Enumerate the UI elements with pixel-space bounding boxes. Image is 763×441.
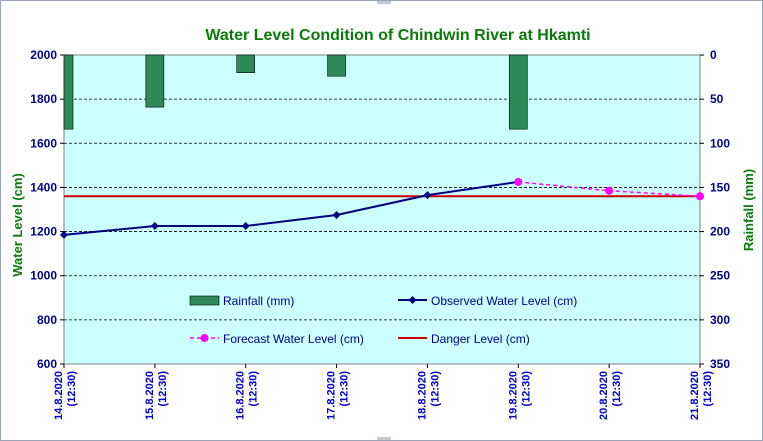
gridlines xyxy=(64,98,700,321)
y-axis-title: Water Level (cm) xyxy=(10,173,25,277)
bottom-resize-handle[interactable] xyxy=(377,437,391,440)
y2-tick-label: 250 xyxy=(710,269,730,283)
right-axis-ticks: 0 50 100 150 200 250 300 350 xyxy=(700,48,730,371)
y2-axis-title: Rainfall (mm) xyxy=(741,169,756,251)
rainfall-bar xyxy=(327,54,346,77)
plot-area xyxy=(63,54,701,365)
y-tick-label: 1400 xyxy=(30,180,57,194)
y2-tick-label: 100 xyxy=(710,136,730,150)
x-tick-date: 20.8.2020 xyxy=(598,371,610,420)
observed-point xyxy=(332,211,341,220)
x-tick-time: (12:30) xyxy=(339,371,351,407)
legend-danger-label: Danger Level (cm) xyxy=(431,332,530,346)
x-tick-label: 17.8.2020 (12:30) xyxy=(326,371,351,420)
rainfall-bars xyxy=(63,54,528,130)
x-tick-time: (12:30) xyxy=(520,371,532,407)
x-tick-date: 21.8.2020 xyxy=(689,371,701,420)
x-tick-time: (12:30) xyxy=(702,371,714,407)
x-tick-date: 17.8.2020 xyxy=(326,371,338,420)
x-tick-label: 18.8.2020 (12:30) xyxy=(416,371,441,420)
chart-title: Water Level Condition of Chindwin River … xyxy=(205,27,590,44)
y-tick-label: 1000 xyxy=(30,269,57,283)
x-tick-date: 14.8.2020 xyxy=(53,371,65,420)
x-tick-time: (12:30) xyxy=(611,371,623,407)
x-tick-label: 21.8.2020 (12:30) xyxy=(689,371,714,420)
y2-tick-label: 200 xyxy=(710,225,730,239)
y2-tick-label: 150 xyxy=(710,180,730,194)
rainfall-bar xyxy=(508,54,528,130)
y-tick-label: 1600 xyxy=(30,136,57,150)
legend-observed-marker xyxy=(408,296,417,304)
observed-line xyxy=(63,180,519,236)
x-tick-label: 20.8.2020 (12:30) xyxy=(598,371,623,420)
x-tick-time: (12:30) xyxy=(248,371,260,407)
left-axis-ticks: 600 800 1000 1200 1400 1600 1800 2000 xyxy=(30,48,64,371)
y-tick-label: 800 xyxy=(37,313,57,327)
legend-forecast-label: Forecast Water Level (cm) xyxy=(223,332,364,346)
x-tick-label: 16.8.2020 (12:30) xyxy=(235,371,260,420)
y-tick-label: 2000 xyxy=(30,48,57,62)
legend-observed-label: Observed Water Level (cm) xyxy=(431,294,577,308)
observed-point xyxy=(60,230,68,239)
legend-rainfall-label: Rainfall (mm) xyxy=(223,294,294,308)
water-level-lines xyxy=(60,177,704,239)
observed-point xyxy=(150,222,159,231)
x-tick-label: 15.8.2020 (12:30) xyxy=(144,371,169,420)
x-tick-date: 19.8.2020 xyxy=(507,371,519,420)
y2-tick-label: 300 xyxy=(710,313,730,327)
y2-tick-label: 50 xyxy=(710,92,724,106)
legend-forecast-marker xyxy=(200,334,209,342)
x-tick-time: (12:30) xyxy=(429,371,441,407)
legend-rainfall-swatch xyxy=(189,295,220,306)
x-tick-label: 14.8.2020 (12:30) xyxy=(53,371,78,420)
x-tick-time: (12:30) xyxy=(157,371,169,407)
x-tick-label: 19.8.2020 (12:30) xyxy=(507,371,532,420)
rainfall-bar xyxy=(236,54,256,73)
y-tick-label: 600 xyxy=(37,357,57,371)
forecast-point xyxy=(514,177,523,186)
forecast-point xyxy=(696,192,704,201)
x-tick-time: (12:30) xyxy=(66,371,78,407)
forecast-point xyxy=(605,186,614,195)
legend: Rainfall (mm) Observed Water Level (cm) … xyxy=(189,294,577,346)
y2-tick-label: 350 xyxy=(710,357,730,371)
observed-point xyxy=(241,222,250,231)
x-tick-date: 16.8.2020 xyxy=(235,371,247,420)
rainfall-bar xyxy=(63,54,74,130)
x-tick-date: 18.8.2020 xyxy=(416,371,428,420)
y2-tick-label: 0 xyxy=(710,48,717,62)
x-axis-ticks: 14.8.2020 (12:30) 15.8.2020 (12:30) 16.8.202… xyxy=(53,364,714,420)
y-tick-label: 1200 xyxy=(30,225,57,239)
y-tick-label: 1800 xyxy=(30,92,57,106)
observed-point xyxy=(423,191,432,200)
x-tick-date: 15.8.2020 xyxy=(144,371,156,420)
rainfall-bar xyxy=(145,54,165,108)
top-resize-handle[interactable] xyxy=(377,1,391,4)
